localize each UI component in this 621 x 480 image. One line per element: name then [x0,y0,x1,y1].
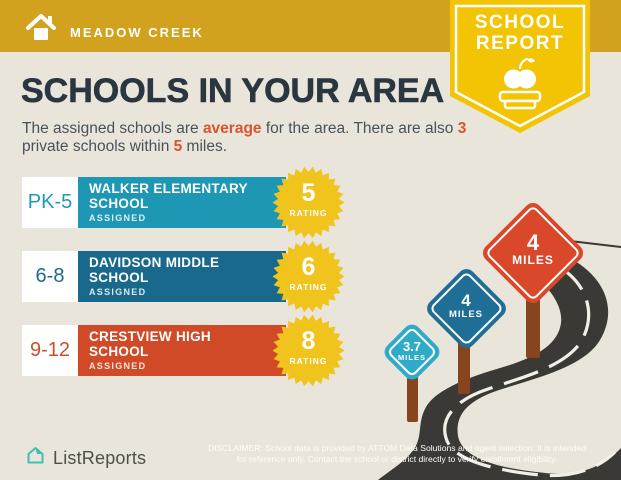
school-report-badge: SCHOOL REPORT [450,0,590,134]
rating-value: 8 [301,327,316,355]
disclaimer-text: DISCLAIMER: School data is provided by A… [178,443,616,464]
distance-value: 3.7 [402,339,422,354]
highlight-average: average [202,120,262,137]
distance-sign-medium-label: 4 MILES [436,291,496,320]
rating-badge: 6 RATING [272,240,345,313]
listreports-house-icon [25,445,46,471]
location-name: MEADOW CREEK [70,25,204,40]
rating-badge: 8 RATING [272,314,345,387]
school-name: WALKER ELEMENTARY SCHOOL [89,181,248,211]
badge-line2: REPORT [475,33,565,54]
distance-sign-small-label: 3.7 MILES [382,340,442,362]
school-row-high: 9-12 CRESTVIEW HIGH SCHOOL ASSIGNED 8 RA… [22,314,352,387]
intro-text: The assigned schools are average for the… [22,120,482,156]
disclaimer-line1: DISCLAIMER: School data is provided by A… [207,443,586,453]
distance-unit: MILES [448,309,484,320]
road-center-line [443,263,617,478]
school-row-middle: 6-8 DAVIDSON MIDDLE SCHOOL ASSIGNED 6 RA… [22,240,352,313]
badge-line1: SCHOOL [474,12,566,33]
disclaimer-line2: for reference only. Contact the school o… [236,453,558,464]
rating-label: RATING [289,356,328,366]
highlight-count: 3 [457,120,467,137]
distance-unit: MILES [398,353,426,362]
rating-badge: 5 RATING [272,166,345,239]
page-title: SCHOOLS IN YOUR AREA [21,72,445,111]
school-row-elementary: PK-5 WALKER ELEMENTARY SCHOOL ASSIGNED 5… [22,166,352,239]
grade-range: 9-12 [22,325,78,376]
brand-name: ListReports [53,447,147,468]
distance-sign-large-label: 4 MILES [498,230,568,268]
rating-value: 6 [301,253,316,281]
home-icon [24,10,58,49]
school-name: CRESTVIEW HIGH SCHOOL [89,329,211,359]
school-bar: DAVIDSON MIDDLE SCHOOL ASSIGNED [78,251,286,302]
distance-value: 4 [461,291,471,310]
school-status: ASSIGNED [89,361,147,371]
grade-range: PK-5 [22,177,78,228]
school-status: ASSIGNED [89,213,147,223]
school-bar: WALKER ELEMENTARY SCHOOL ASSIGNED [78,177,286,228]
school-bar: CRESTVIEW HIGH SCHOOL ASSIGNED [78,325,286,376]
road-body [378,255,621,480]
distance-value: 4 [526,230,540,255]
highlight-miles: 5 [173,138,183,155]
brand-logo: ListReports [25,445,146,471]
rating-value: 5 [301,179,316,207]
school-name: DAVIDSON MIDDLE SCHOOL [89,255,220,285]
school-status: ASSIGNED [89,287,147,297]
intro-line1: The assigned schools are average for the… [22,120,467,137]
intro-line2: private schools within 5 miles. [22,138,228,155]
distant-road-line [569,240,621,248]
apple-books-icon [498,57,542,110]
sign-post-small [407,358,418,422]
distance-unit: MILES [512,253,554,267]
rating-label: RATING [289,282,328,292]
rating-label: RATING [289,208,328,218]
grade-range: 6-8 [22,251,78,302]
